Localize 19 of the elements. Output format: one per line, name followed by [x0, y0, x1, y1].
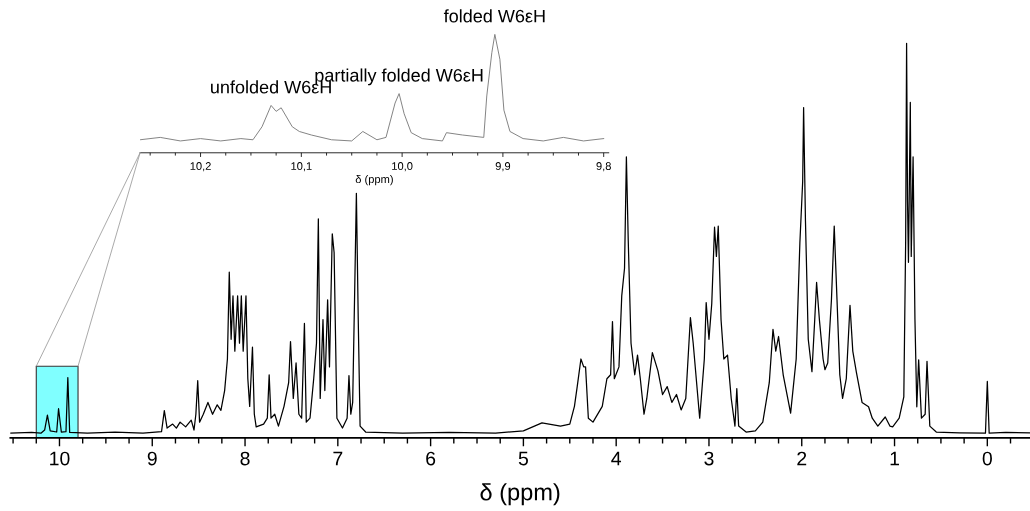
x-tick-label: 6	[426, 451, 436, 466]
x-tick-label: 7	[333, 451, 343, 466]
x-tick-label: 10,1	[291, 162, 312, 172]
x-tick-label: 1	[890, 451, 899, 466]
x-tick-label: 0	[982, 451, 992, 466]
x-tick-label: 5	[518, 451, 528, 466]
x-axis-title: δ (ppm)	[355, 174, 393, 186]
x-axis-title: δ (ppm)	[480, 483, 560, 506]
x-tick-label: 9,8	[596, 162, 611, 172]
x-tick-label: 3	[704, 451, 714, 466]
annotation: folded W6εH	[443, 9, 545, 23]
x-tick-label: 9	[147, 451, 157, 466]
x-tick-label: 9,9	[495, 162, 511, 172]
x-tick-label: 4	[611, 451, 622, 466]
x-tick-label: 10,2	[190, 162, 211, 172]
x-tick-label: 2	[797, 451, 807, 466]
x-tick-label: 8	[240, 451, 250, 466]
x-tick-label: 10	[50, 451, 70, 466]
x-tick-label: 10,0	[392, 162, 413, 172]
